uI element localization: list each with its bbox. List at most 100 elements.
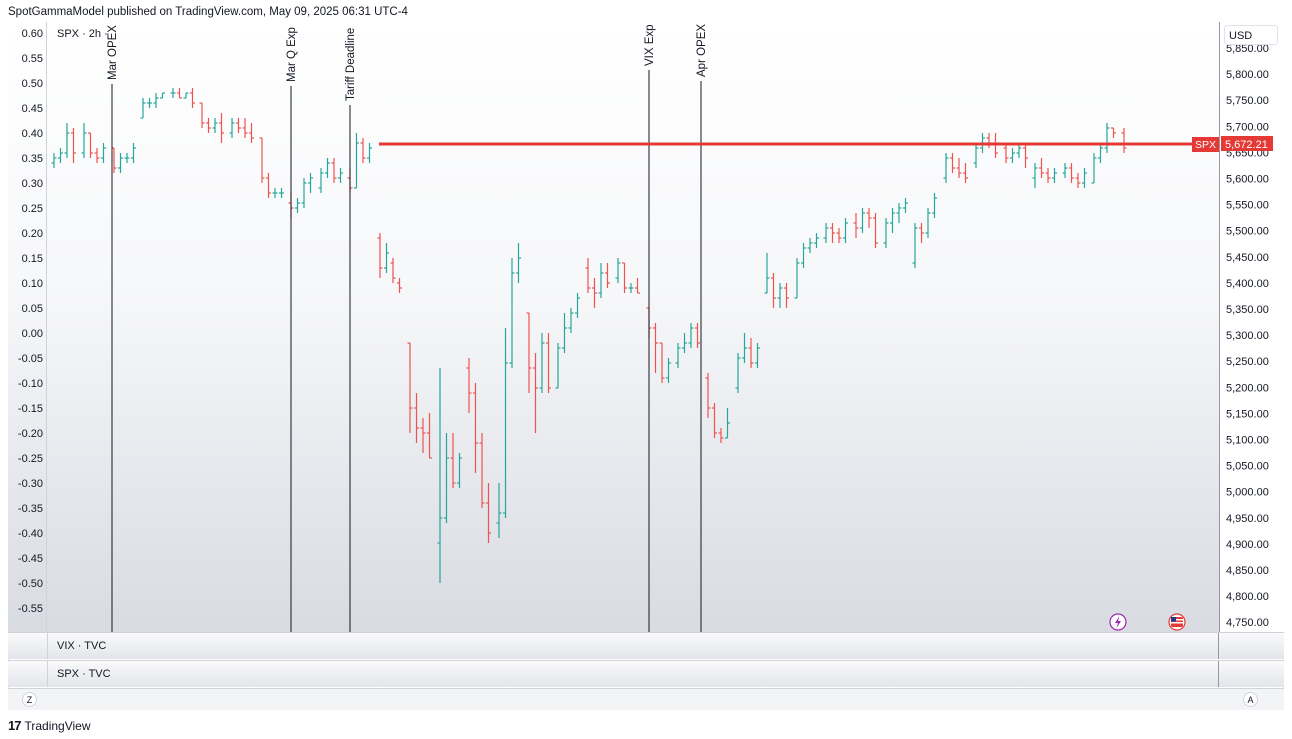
right-tick-label: 5,600.00 <box>1226 174 1269 186</box>
event-label: Apr OPEX <box>696 24 708 77</box>
ohlc-bar <box>764 253 770 294</box>
ohlc-bar <box>950 153 955 173</box>
ohlc-bar <box>853 213 859 238</box>
ohlc-bar <box>725 408 730 439</box>
right-tick-label: 5,500.00 <box>1226 226 1269 238</box>
ohlc-bar <box>272 188 278 198</box>
right-tick-label: 5,550.00 <box>1226 200 1269 212</box>
scale-z-button[interactable]: Z <box>22 692 37 707</box>
ohlc-bar <box>919 223 924 243</box>
ohlc-bar <box>735 353 741 393</box>
ohlc-bar <box>249 123 254 143</box>
ohlc-bar <box>836 228 842 243</box>
right-tick-label: 5,100.00 <box>1226 435 1269 447</box>
ohlc-bar <box>503 328 508 518</box>
ohlc-bar <box>823 223 829 243</box>
ohlc-bar <box>516 243 521 283</box>
right-tick-label: 5,400.00 <box>1226 278 1269 290</box>
right-tick-label: 4,950.00 <box>1226 513 1269 525</box>
right-tick-label: 5,300.00 <box>1226 330 1269 342</box>
left-tick-label: 0.20 <box>22 228 43 240</box>
ohlc-bar <box>1010 148 1015 163</box>
ohlc-bar <box>64 123 70 158</box>
ohlc-bar <box>653 323 658 373</box>
ohlc-bar <box>539 333 545 393</box>
ohlc-bar <box>748 338 754 368</box>
plot-area[interactable] <box>47 22 1219 632</box>
right-tick-label: 5,450.00 <box>1226 252 1269 264</box>
ohlc-bar <box>266 173 271 198</box>
ohlc-bar <box>807 238 813 253</box>
right-axis-ticks: 5,850.005,800.005,750.005,700.005,650.00… <box>1226 43 1269 629</box>
ohlc-bar <box>1082 168 1087 188</box>
right-tick-label: 5,150.00 <box>1226 408 1269 420</box>
ohlc-bar <box>360 138 366 163</box>
ohlc-bar <box>301 178 307 208</box>
ohlc-bar <box>956 158 962 178</box>
ohlc-bar <box>903 198 908 213</box>
ohlc-bar <box>1039 158 1044 178</box>
ohlc-bar <box>407 342 413 433</box>
right-price-axis[interactable] <box>1219 22 1284 632</box>
ohlc-bar <box>635 278 640 294</box>
price-level: SPX 5,672.21 <box>379 136 1273 152</box>
ohlc-bar <box>1104 123 1110 153</box>
ohlc-bar <box>555 343 561 389</box>
left-tick-label: 0.50 <box>22 78 43 90</box>
ohlc-bar <box>437 368 443 583</box>
ohlc-bar <box>1045 168 1051 183</box>
left-tick-label: 0.00 <box>22 328 43 340</box>
pane-vix[interactable]: VIX · TVC <box>8 632 1284 659</box>
ohlc-bar <box>794 258 800 299</box>
pane-vix-label: VIX · TVC <box>57 640 107 652</box>
ohlc-bar <box>457 453 462 488</box>
spx-tag-label: SPX <box>1195 139 1216 151</box>
ohlc-bar <box>140 98 146 119</box>
ohlc-bar <box>295 198 300 213</box>
ohlc-bar <box>331 158 337 183</box>
ohlc-bar <box>397 278 402 293</box>
ohlc-bar <box>712 403 717 438</box>
event-lines: Mar OPEX Mar Q Exp Tariff Deadline VIX Exp A… <box>107 24 708 632</box>
ohlc-bar <box>843 218 848 243</box>
ohlc-bar <box>242 118 248 138</box>
event-label: Tariff Deadline <box>345 28 357 101</box>
ohlc-bar <box>183 92 189 99</box>
ohlc-bar <box>598 263 604 298</box>
right-tick-label: 5,800.00 <box>1226 69 1269 81</box>
currency-selector[interactable]: USD <box>1224 25 1278 45</box>
auto-scale-button[interactable]: A <box>1243 692 1258 707</box>
left-tick-label: -0.45 <box>18 553 43 565</box>
ohlc-bar <box>943 153 949 183</box>
ohlc-bar <box>695 323 700 348</box>
ohlc-bar <box>1052 168 1057 183</box>
left-price-axis[interactable] <box>8 22 47 632</box>
ohlc-bar <box>444 433 449 523</box>
ohlc-bar <box>666 358 671 383</box>
left-axis-ticks: 0.60 0.55 0.50 0.45 0.40 0.35 0.30 0.25 0.20 0.15… <box>18 28 43 615</box>
ohlc-bar <box>101 143 106 163</box>
ohlc-bar <box>94 148 100 163</box>
event-label: Mar OPEX <box>107 25 119 80</box>
left-tick-label: 0.60 <box>22 28 43 40</box>
ohlc-bar <box>71 128 76 163</box>
ohlc-bar <box>51 153 57 168</box>
ohlc-bar <box>682 333 687 353</box>
right-tick-label: 4,850.00 <box>1226 565 1269 577</box>
right-tick-label: 5,700.00 <box>1226 121 1269 133</box>
ohlc-bar <box>160 92 165 99</box>
pane-spx[interactable]: SPX · TVC <box>8 660 1284 687</box>
ohlc-bar <box>377 233 383 278</box>
ohlc-bar <box>814 233 819 248</box>
ohlc-bar <box>427 413 432 459</box>
ohlc-bar <box>615 258 621 283</box>
left-tick-label: -0.20 <box>18 428 43 440</box>
left-tick-label: 0.35 <box>22 153 43 165</box>
ohlc-bar <box>1075 173 1081 188</box>
ohlc-bar <box>473 383 478 473</box>
time-axis[interactable]: Z A <box>8 688 1284 710</box>
ohlc-bar <box>199 102 205 128</box>
left-tick-label: 0.40 <box>22 128 43 140</box>
ohlc-bar <box>755 343 760 368</box>
